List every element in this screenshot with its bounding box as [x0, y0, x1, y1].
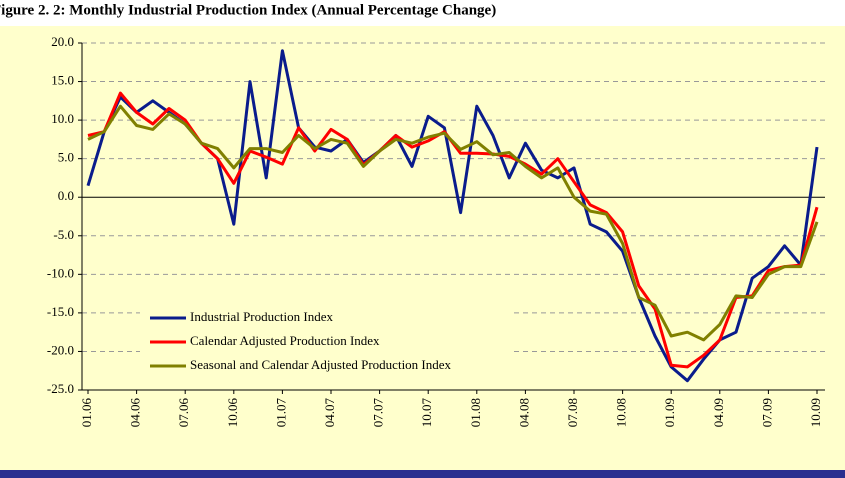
x-tick-label: 10.08: [614, 398, 629, 427]
y-tick-label: 0.0: [58, 188, 74, 203]
x-tick-label: 10.09: [808, 398, 823, 427]
legend-label: Seasonal and Calendar Adjusted Productio…: [190, 357, 452, 372]
x-tick-label: 04.07: [322, 398, 337, 428]
x-tick-label: 07.09: [759, 398, 774, 427]
footer-bar: [0, 470, 845, 478]
x-tick-label: 07.08: [565, 398, 580, 427]
x-tick-label: 10.06: [225, 398, 240, 428]
x-tick-label: 04.09: [711, 398, 726, 427]
x-tick-label: 04.06: [128, 398, 143, 428]
x-tick-label: 01.07: [273, 398, 288, 428]
x-tick-label: 01.06: [79, 398, 94, 428]
y-tick-label: 20.0: [51, 34, 74, 49]
y-tick-label: -25.0: [47, 381, 74, 396]
x-tick-label: 04.08: [516, 398, 531, 427]
legend-label: Industrial Production Index: [190, 309, 333, 324]
legend-label: Calendar Adjusted Production Index: [190, 333, 380, 348]
x-tick-label: 10.07: [419, 398, 434, 428]
x-tick-label: 07.07: [371, 398, 386, 428]
y-tick-label: -5.0: [53, 227, 74, 242]
legend-box: [140, 305, 512, 377]
series-line: [87, 104, 819, 342]
y-tick-label: 5.0: [58, 150, 74, 165]
y-tick-label: 10.0: [51, 111, 74, 126]
chart-title: Figure 2. 2: Monthly Industrial Producti…: [0, 2, 496, 18]
x-tick-label: 07.06: [176, 398, 191, 428]
x-tick-label: 01.08: [468, 398, 483, 427]
x-tick-label: 01.09: [662, 398, 677, 427]
y-tick-label: -20.0: [47, 342, 74, 357]
y-tick-label: 15.0: [51, 73, 74, 88]
y-tick-label: -10.0: [47, 265, 74, 280]
y-tick-label: -15.0: [47, 304, 74, 319]
chart-background: [0, 26, 845, 470]
